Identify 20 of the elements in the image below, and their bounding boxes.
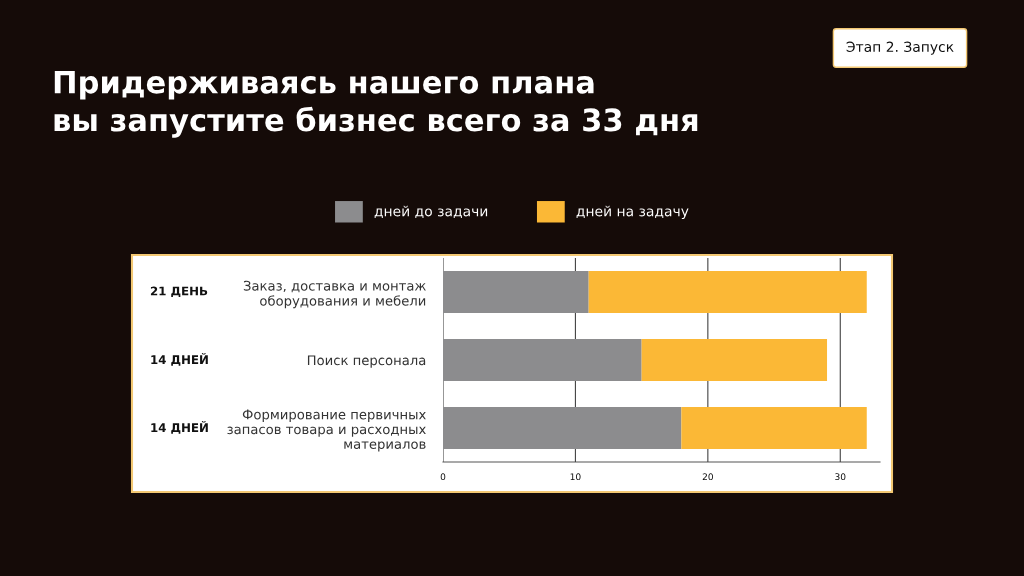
x-tick-label: 30 bbox=[835, 473, 846, 481]
chart-title: Придерживаясь нашего плана вы запустите бизнес всего за 33 дня bbox=[54, 70, 698, 138]
x-tick-label: 10 bbox=[570, 473, 581, 481]
data-label: 14 ДНЕЙ bbox=[151, 353, 208, 366]
y-tick-label: Формирование первичных запасов товара и расходных материалов bbox=[227, 409, 426, 452]
data-label: 14 ДНЕЙ bbox=[151, 421, 208, 434]
bar bbox=[681, 406, 867, 450]
bar bbox=[641, 338, 828, 382]
bar bbox=[443, 270, 589, 314]
y-tick-label: Поиск персонала bbox=[307, 355, 426, 368]
x-tick-label: 20 bbox=[702, 473, 713, 481]
x-tick-label: 0 bbox=[440, 473, 446, 481]
legend-label: дней на задачу bbox=[576, 205, 689, 220]
text: Этап 2. Запуск bbox=[846, 41, 954, 55]
legend-label: дней до задачи bbox=[374, 205, 488, 219]
bar bbox=[443, 406, 682, 450]
bar bbox=[588, 270, 867, 314]
data-label: 21 ДЕНЬ bbox=[150, 286, 208, 298]
y-tick-label: Заказ, доставка и монтаж оборудования и мебели bbox=[243, 280, 426, 309]
bar bbox=[443, 338, 642, 382]
